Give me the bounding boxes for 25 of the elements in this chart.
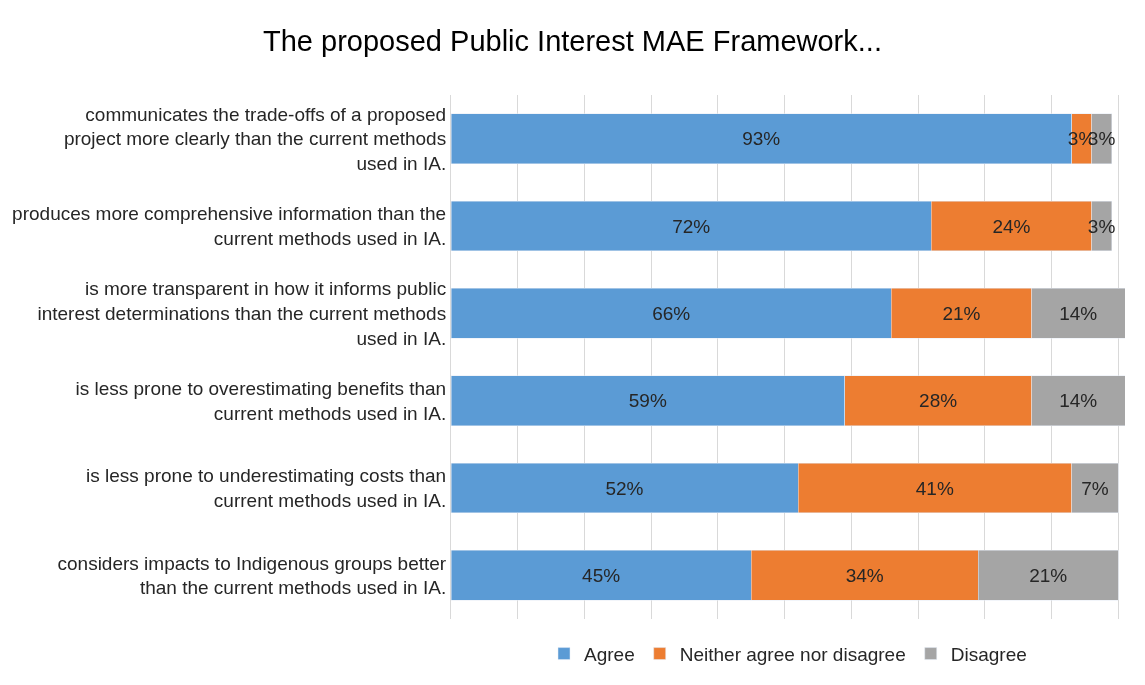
data-label: 28% <box>919 390 958 412</box>
data-label: 34% <box>845 564 884 586</box>
y-tick-label: considers impacts to Indigenous groups better than the current methods used in IA. <box>57 552 447 599</box>
data-label: 14% <box>1059 302 1098 324</box>
data-label: 59% <box>628 390 667 412</box>
y-tick-label: communicates the trade-offs of a proposed project more clearly than the current methods used in IA. <box>63 103 447 175</box>
data-label: 66% <box>652 302 691 324</box>
data-label: 21% <box>1029 564 1068 586</box>
legend-label: Agree <box>584 643 635 665</box>
data-label: 45% <box>582 564 621 586</box>
data-label: 72% <box>672 215 711 237</box>
data-label: 14% <box>1059 390 1098 412</box>
chart-title: The proposed Public Interest MAE Framework... <box>263 25 882 58</box>
legend-label: Disagree <box>950 643 1027 665</box>
y-tick-label: is less prone to underestimating costs than current methods used in IA. <box>86 465 447 511</box>
data-label: 41% <box>915 477 954 499</box>
data-label: 7% <box>1081 477 1109 499</box>
data-label: 93% <box>742 128 781 150</box>
y-tick-label: produces more comprehensive information than the current methods used in IA. <box>12 203 447 249</box>
data-label: 52% <box>605 477 644 499</box>
y-tick-label: is more transparent in how it informs public interest determinations than the current methods used in IA. <box>37 278 447 349</box>
y-tick-label: is less prone to overestimating benefits than current methods used in IA. <box>75 377 447 424</box>
legend-label: Neither agree nor disagree <box>679 643 906 665</box>
data-label: 21% <box>942 302 981 324</box>
data-label: 24% <box>992 215 1031 237</box>
